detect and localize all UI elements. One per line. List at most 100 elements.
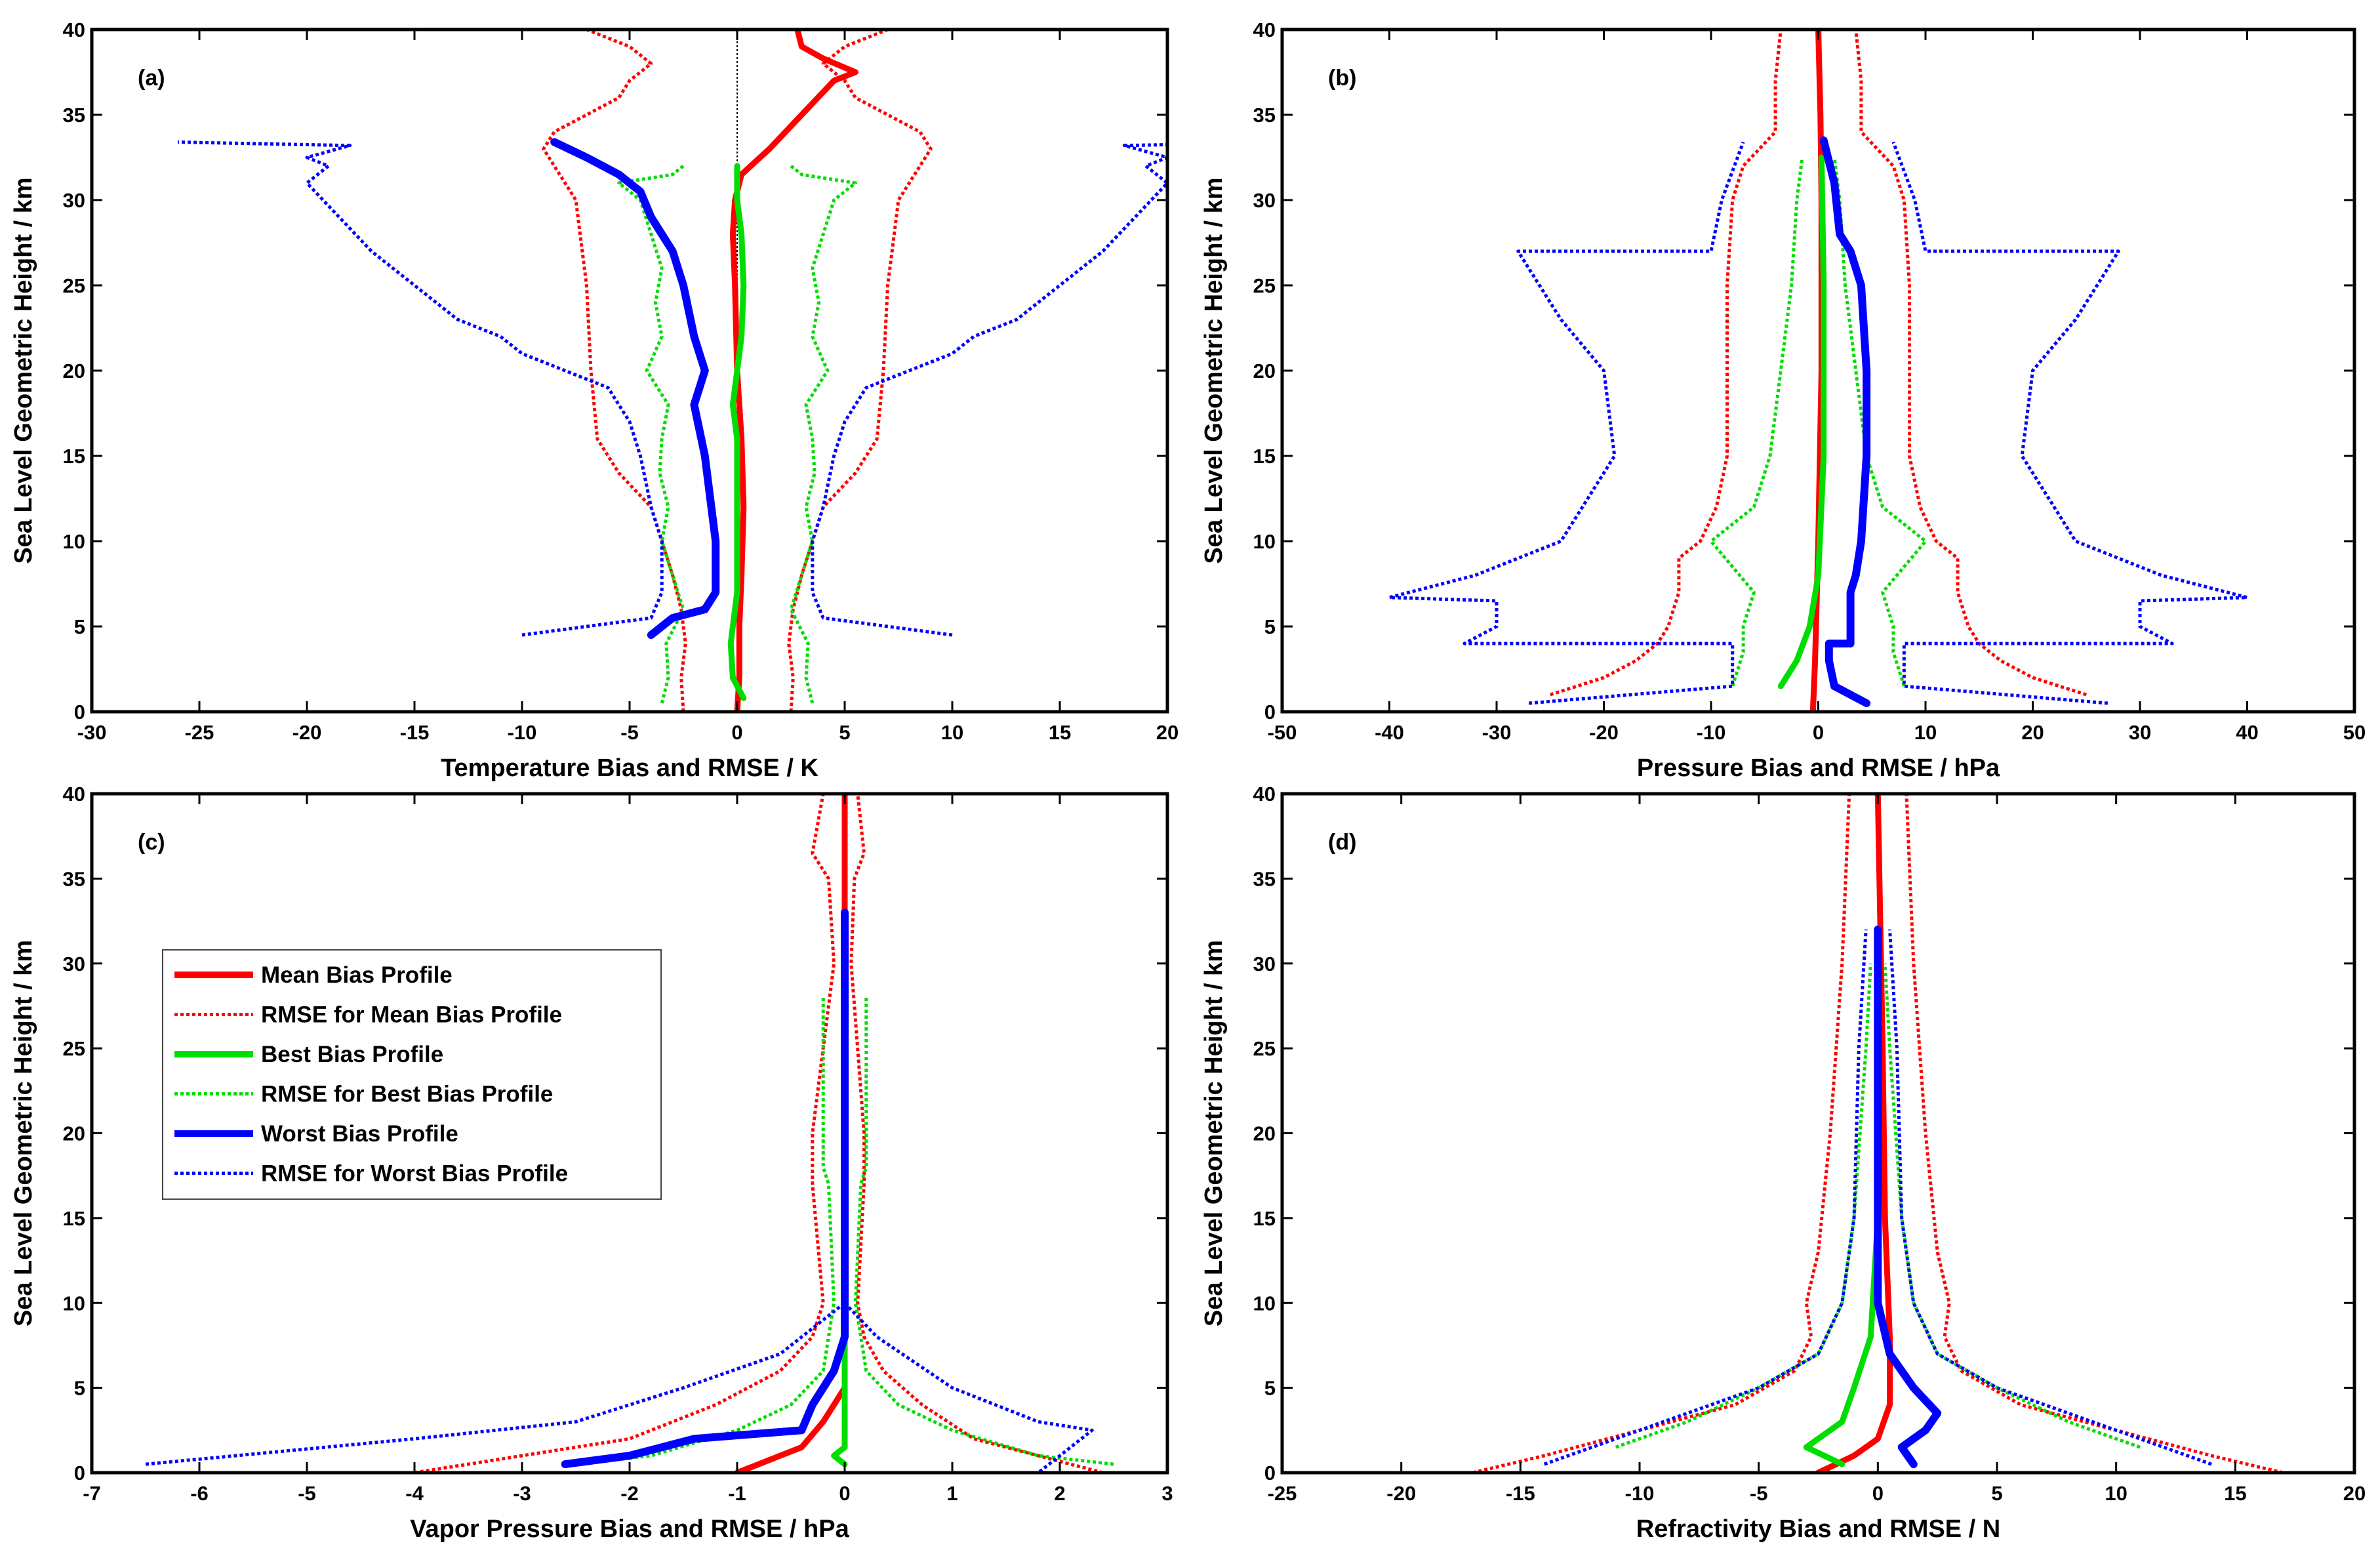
x-tick-label: -10 [508,721,537,744]
x-tick-label: -25 [1268,1482,1297,1505]
x-axis-label: Pressure Bias and RMSE / hPa [1637,754,2000,782]
x-tick-label: 0 [731,721,742,744]
x-tick-label: -30 [1482,721,1512,744]
x-tick-label: -20 [1386,1482,1416,1505]
y-tick-label: 0 [74,701,85,724]
x-tick-label: -5 [298,1482,316,1505]
series-worst-bias-profile [561,909,849,1469]
x-tick-label: -20 [1589,721,1619,744]
series-rmse-for-worst-bias-profile [1543,929,1868,1466]
series-rmse-for-best-bias-profile [1615,963,1872,1449]
y-tick-label: 15 [1253,445,1276,468]
series-rmse-for-worst-bias-profile [145,912,847,1466]
x-tick-label: 5 [839,721,850,744]
legend-box [162,949,662,1200]
y-tick-label: 40 [1253,18,1276,41]
plot-area [1472,794,2284,1473]
panel-d: -25 -20 -15 -10 -5 0 5 10 15 20 0 5 10 15 20 25 30 35 40 (d… [1200,783,2366,1543]
series-best-bias-profile [1777,154,1827,689]
plot-area [1388,30,2249,712]
x-tick-label: -25 [185,721,214,744]
x-tick-label: 20 [1156,721,1179,744]
y-tick-label: 25 [1253,274,1276,297]
series-worst-bias-profile [1819,136,1871,707]
y-tick-label: 40 [63,18,85,41]
series-rmse-for-best-bias-profile [575,997,836,1466]
x-axis-label: Vapor Pressure Bias and RMSE / hPa [410,1515,849,1543]
series-rmse-for-mean-bias-profile [1550,30,1783,697]
x-tick-label: -40 [1375,721,1404,744]
y-tick-label: 35 [63,104,85,127]
y-tick-label: 35 [1253,104,1276,127]
series-rmse-for-best-bias-profile-right [1832,157,1927,687]
x-tick-label: -4 [405,1482,424,1505]
y-tick-label: 30 [63,189,85,212]
legend-label: RMSE for Best Bias Profile [261,1082,553,1107]
series-rmse-for-mean-bias-profile-right [1905,794,2284,1473]
panel-label: (c) [138,830,165,855]
y-tick-label: 15 [63,445,85,468]
x-tick-label: 1 [946,1482,958,1505]
y-tick-label: 25 [63,274,85,297]
panel-a: -30 -25 -20 -15 -10 -5 0 5 10 15 20 0 5 10 15 20 25 30 35 4… [10,18,1179,782]
y-tick-label: 20 [63,1122,85,1145]
x-tick-label: 0 [1813,721,1824,744]
x-tick-label: -15 [400,721,430,744]
series-worst-bias-profile [550,138,720,639]
series-rmse-for-worst-bias-profile [1388,141,1745,705]
series-rmse-for-mean-bias-profile-right [787,30,933,712]
y-tick-label: 15 [63,1207,85,1230]
axes-frame [1280,792,2356,1475]
panel-b: -50 -40 -30 -20 -10 0 10 20 30 40 50 0 5 10 15 20 25 30 35… [1200,18,2366,782]
y-tick-label: 30 [1253,189,1276,212]
series-rmse-for-mean-bias-profile [414,794,836,1473]
x-tick-label: 30 [2129,721,2151,744]
x-tick-label: 10 [2105,1482,2127,1505]
series-rmse-for-worst-bias-profile-right [1891,141,2249,705]
series-rmse-for-worst-bias-profile-right [811,142,1167,637]
y-tick-label: 40 [63,783,85,806]
y-tick-label: 10 [63,530,85,553]
y-tick-label: 5 [1264,615,1276,638]
x-tick-label: -10 [1697,721,1726,744]
series-rmse-for-mean-bias-profile-right [849,794,1104,1473]
x-tick-label: -7 [83,1482,101,1505]
series-rmse-for-best-bias-profile-right [1883,963,2141,1449]
y-tick-label: 25 [1253,1037,1276,1060]
x-tick-label: -15 [1506,1482,1535,1505]
series-worst-bias-profile [1874,926,1942,1469]
y-tick-label: 20 [63,359,85,382]
x-axis-label: Refractivity Bias and RMSE / N [1636,1515,2000,1543]
panel-c: -7 -6 -5 -4 -3 -2 -1 0 1 2 30510152025303540(c)Vap… [10,783,1173,1543]
y-tick-label: 5 [74,615,85,638]
x-tick-label: -2 [620,1482,639,1505]
x-tick-label: 20 [2343,1482,2366,1505]
y-tick-label: 40 [1253,783,1276,806]
series-rmse-for-mean-bias-profile [542,30,687,712]
x-tick-label: 20 [2021,721,2044,744]
x-tick-label: 5 [1991,1482,2002,1505]
series-rmse-for-best-bias-profile-right [853,997,1114,1466]
y-tick-label: 20 [1253,359,1276,382]
legend: Mean Bias Profile RMSE for Mean Bias Prof… [162,949,662,1200]
legend-label: Best Bias Profile [261,1042,443,1067]
y-axis-label: Sea Level Geometric Height / km [1200,940,1228,1326]
series-rmse-for-worst-bias-profile [178,140,664,637]
panel-label: (d) [1328,830,1356,855]
series-rmse-for-best-bias-profile-right [789,165,857,704]
y-tick-label: 20 [1253,1122,1276,1145]
y-tick-label: 0 [1264,1462,1276,1484]
y-tick-label: 35 [1253,867,1276,890]
y-tick-label: 10 [1253,1292,1276,1315]
panel-label: (a) [138,66,165,91]
x-tick-label: 50 [2343,721,2366,744]
panel-label: (b) [1328,66,1356,91]
x-tick-label: -20 [292,721,322,744]
legend-label: RMSE for Worst Bias Profile [261,1161,568,1187]
axes-frame [90,28,1169,714]
x-tick-label: 3 [1161,1482,1173,1505]
y-tick-label: 30 [1253,952,1276,975]
series-rmse-for-best-bias-profile [1709,157,1804,687]
x-axis-label: Temperature Bias and RMSE / K [441,754,818,782]
